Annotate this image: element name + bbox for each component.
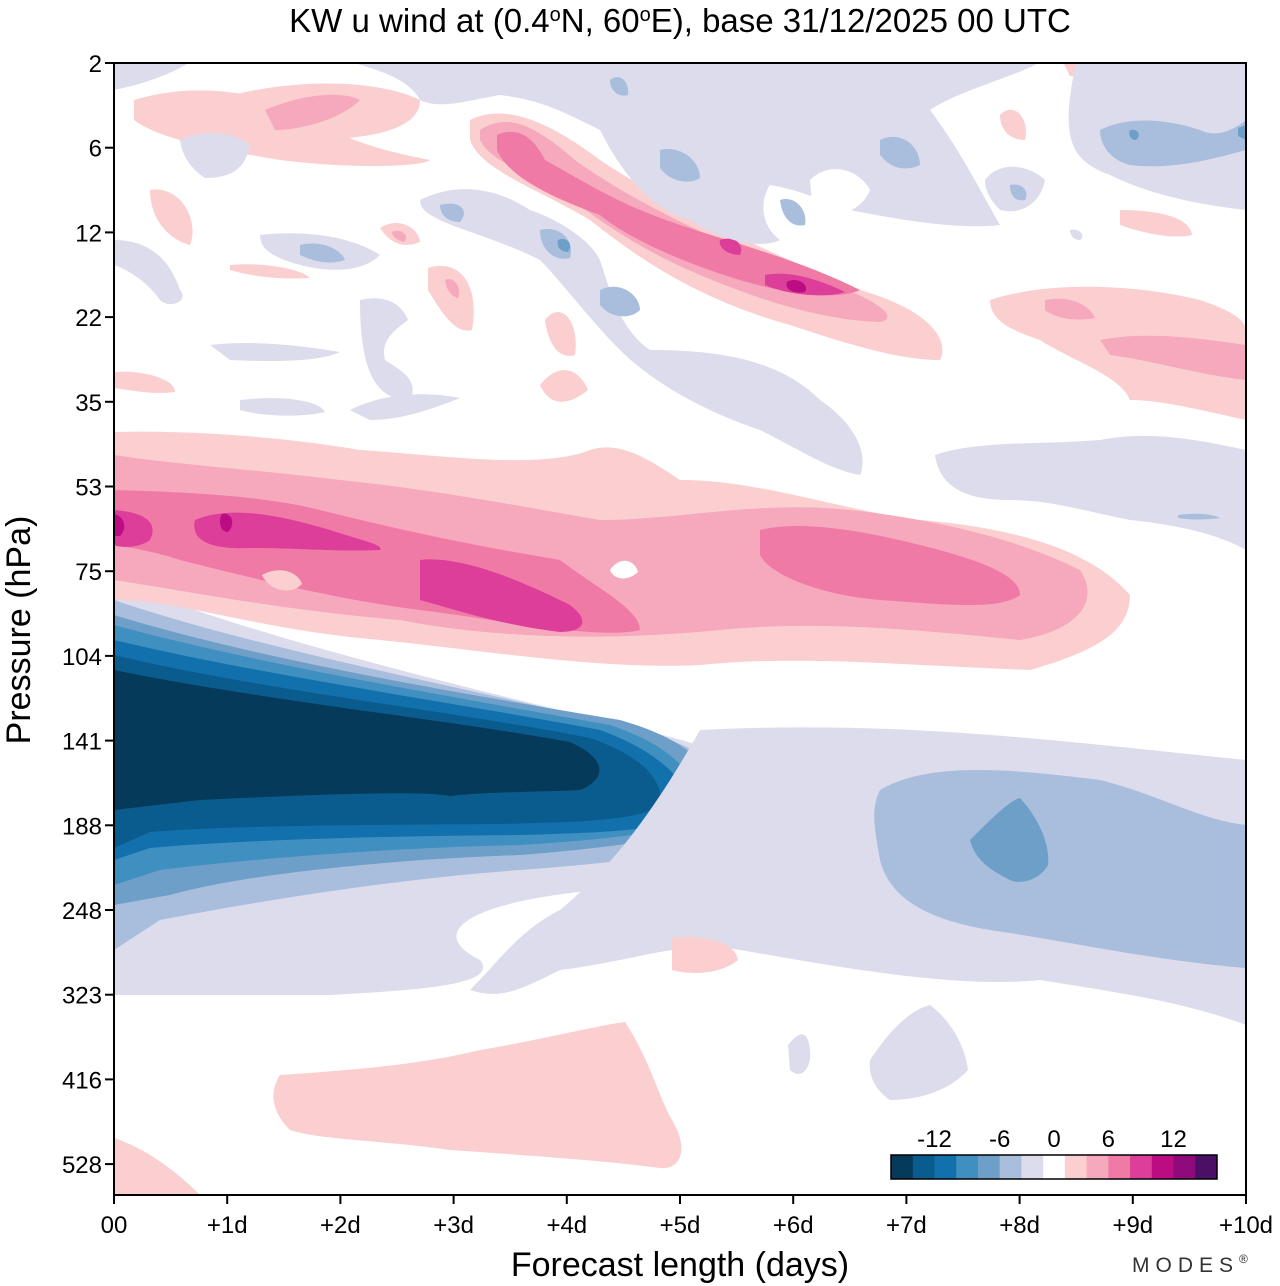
easterly-core-level-7: [114, 670, 600, 810]
upper-easterly-level-5: [300, 77, 1246, 520]
y-axis-label: Pressure (hPa): [0, 516, 38, 745]
x-tick-label: 00: [101, 1212, 128, 1239]
y-tick-label: 188: [62, 813, 102, 840]
x-tick-label: +7d: [886, 1212, 927, 1239]
upper-right-westerly-patches: [672, 63, 1246, 973]
y-tick-label: 53: [75, 475, 102, 502]
brand-logo: MODES®: [1132, 1252, 1254, 1277]
colorbar-tick-label: -12: [917, 1126, 952, 1153]
y-axis: 2 6 12 22 35 53 75 104 141 188 248 323 416 528: [62, 51, 114, 1179]
colorbar-swatch: [1086, 1155, 1109, 1179]
colorbar: -12 -6 0 6 12: [890, 1126, 1218, 1180]
x-axis: 00 +1d +2d +3d +4d +5d +6d +7d +8d +9d +10d: [101, 1195, 1273, 1239]
colorbar-swatch: [891, 1155, 914, 1179]
y-tick-label: 35: [75, 390, 102, 417]
upper-westerly-level-3: [497, 131, 860, 296]
y-tick-label: 323: [62, 983, 102, 1010]
westerly-band-level-3: [114, 490, 1020, 633]
colorbar-swatch: [999, 1155, 1022, 1179]
y-tick-label: 6: [89, 136, 102, 163]
y-tick-label: 248: [62, 898, 102, 925]
colorbar-tick-label: 6: [1102, 1126, 1115, 1153]
y-tick-label: 2: [89, 51, 102, 78]
lower-easterly-level-4: [970, 798, 1049, 882]
x-tick-label: +2d: [320, 1212, 361, 1239]
y-tick-label: 12: [75, 220, 102, 247]
colorbar-swatch: [1064, 1155, 1087, 1179]
colorbar-swatch: [934, 1155, 957, 1179]
upper-left-westerly-inner: [265, 94, 460, 298]
x-tick-label: +10d: [1219, 1212, 1273, 1239]
colorbar-swatch: [912, 1155, 935, 1179]
colorbar-swatch: [1021, 1155, 1044, 1179]
upper-right-westerly-inner: [1045, 298, 1246, 380]
colorbar-swatch: [956, 1155, 979, 1179]
lower-easterly-level-5: [874, 770, 1246, 968]
white-hole-3: [262, 570, 302, 591]
colorbar-swatch: [977, 1155, 1001, 1179]
upper-westerly-level-5: [786, 280, 807, 293]
y-tick-label: 75: [75, 559, 102, 586]
westerly-band-level-4: [114, 510, 583, 632]
y-tick-label: 104: [62, 644, 102, 671]
y-tick-label: 141: [62, 729, 102, 756]
x-tick-label: +5d: [660, 1212, 701, 1239]
upper-westerly-level-4: [719, 238, 845, 296]
x-tick-label: +4d: [546, 1212, 587, 1239]
lower-easterly-patches: [788, 1005, 968, 1100]
lower-westerly-patches: [114, 1022, 682, 1195]
x-tick-label: +6d: [773, 1212, 814, 1239]
contour-fields: [114, 63, 1246, 1195]
colorbar-swatch: [1151, 1155, 1174, 1179]
colorbar-swatch: [1130, 1155, 1153, 1179]
x-tick-label: +9d: [1112, 1212, 1153, 1239]
white-hole-1: [610, 560, 638, 579]
upper-left-westerly-patches: [114, 83, 588, 402]
y-tick-label: 22: [75, 305, 102, 332]
colorbar-frame: [890, 1154, 1218, 1180]
colorbar-swatch: [1043, 1155, 1066, 1179]
y-tick-label: 528: [62, 1152, 102, 1179]
colorbar-tick-label: 12: [1160, 1126, 1187, 1153]
y-tick-label: 416: [62, 1067, 102, 1094]
x-tick-label: +3d: [433, 1212, 474, 1239]
colorbar-swatch: [1173, 1155, 1196, 1179]
x-axis-label: Forecast length (days): [511, 1246, 849, 1284]
colorbar-tick-label: -6: [989, 1126, 1010, 1153]
x-tick-label: +8d: [999, 1212, 1040, 1239]
x-tick-label: +1d: [207, 1212, 248, 1239]
upper-easterly-patches: [114, 63, 1246, 550]
chart-title: KW u wind at (0.4oN, 60oE), base 31/12/2…: [289, 2, 1071, 39]
white-hole-2: [810, 169, 870, 214]
colorbar-swatch: [1108, 1155, 1131, 1179]
colorbar-tick-label: 0: [1047, 1126, 1060, 1153]
colorbar-swatch: [1195, 1155, 1218, 1179]
